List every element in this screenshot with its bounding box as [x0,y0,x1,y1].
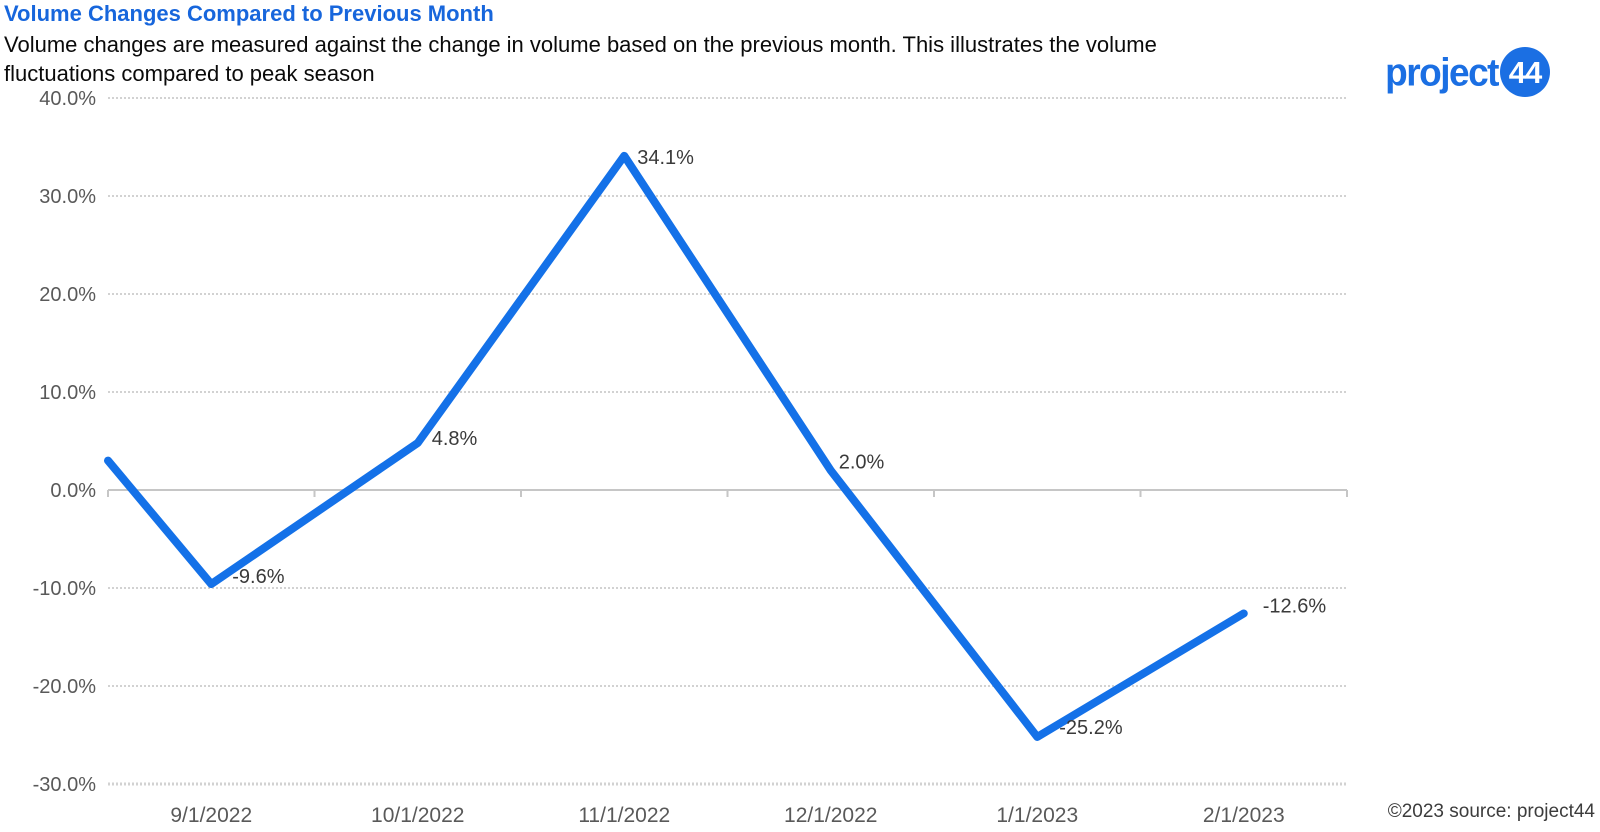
volume-change-series-line [104,151,1248,741]
data-point-label: 4.8% [432,428,478,450]
y-axis-labels: 40.0% 30.0% 20.0% 10.0% 0.0% -10.0% -20.0% -30.… [33,88,97,796]
source-attribution: ©2023 source: project44 [1387,801,1595,822]
chart-subtitle: Volume changes are measured against the … [4,30,1157,88]
data-point-label: -12.6% [1263,595,1327,617]
y-tick-label: -10.0% [33,578,97,600]
x-tick-label: 2/1/2023 [1203,804,1285,827]
x-axis-labels: 9/1/2022 10/1/2022 11/1/2022 12/1/2022 1/1/2… [170,804,1284,827]
project44-badge-circle: 44 [1500,47,1550,97]
data-point-label: -9.6% [232,566,284,588]
y-tick-label: 0.0% [50,480,96,502]
zero-axis-ticks [107,490,1348,497]
project44-logo: project 44 [1385,47,1550,97]
project44-wordmark: project [1385,50,1499,94]
data-point-labels: -9.6% 4.8% 34.1% 2.0% -25.2% -12.6% [232,147,1326,739]
x-tick-label: 10/1/2022 [371,804,464,827]
chart-subtitle-line2: fluctuations compared to peak season [4,61,375,86]
y-tick-label: 20.0% [39,284,96,306]
x-tick-label: 9/1/2022 [170,804,252,827]
project44-badge-number: 44 [1508,54,1542,90]
data-point-label: 34.1% [637,147,694,169]
x-tick-label: 12/1/2022 [784,804,877,827]
y-tick-label: 30.0% [39,186,96,208]
y-tick-label: -20.0% [33,676,97,698]
chart-subtitle-line1: Volume changes are measured against the … [4,32,1157,57]
data-point-label: -25.2% [1059,717,1123,739]
x-tick-label: 11/1/2022 [578,804,670,827]
x-tick-label: 1/1/2023 [996,804,1078,827]
y-tick-label: 40.0% [39,88,96,110]
gridlines [108,97,1347,786]
page-title: Volume Changes Compared to Previous Mont… [4,1,494,26]
y-tick-label: -30.0% [33,774,97,796]
y-tick-label: 10.0% [39,382,96,404]
data-point-label: 2.0% [839,451,885,473]
